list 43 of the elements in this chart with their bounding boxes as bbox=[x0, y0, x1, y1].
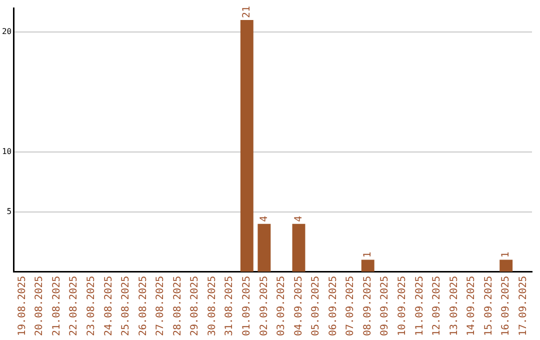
data-label: 4 bbox=[258, 216, 270, 222]
x-tick-label: 26.08.2025 bbox=[138, 276, 149, 336]
y-tick-label: 10 bbox=[2, 146, 12, 156]
x-tick-label: 03.09.2025 bbox=[276, 276, 288, 336]
x-tick-label: 27.08.2025 bbox=[155, 276, 166, 336]
x-tick-label: 06.09.2025 bbox=[328, 276, 339, 336]
data-label: 1 bbox=[500, 252, 512, 258]
bar bbox=[240, 20, 254, 272]
x-tick-label: 16.09.2025 bbox=[500, 276, 512, 336]
x-tick-label: 19.08.2025 bbox=[16, 276, 28, 336]
x-tick-label: 09.09.2025 bbox=[380, 276, 391, 336]
x-tick-label: 21.08.2025 bbox=[51, 276, 62, 336]
x-tick-label: 24.08.2025 bbox=[103, 276, 114, 336]
x-tick-label: 28.08.2025 bbox=[172, 276, 184, 336]
x-tick-label: 05.09.2025 bbox=[310, 276, 322, 336]
bar bbox=[292, 224, 306, 272]
bar bbox=[361, 260, 374, 272]
y-tick-label: 20 bbox=[2, 27, 12, 36]
data-label: 4 bbox=[293, 216, 304, 222]
y-tick-label: 5 bbox=[6, 206, 12, 216]
x-tick-label: 17.09.2025 bbox=[518, 276, 529, 336]
x-tick-label: 10.09.2025 bbox=[397, 276, 408, 336]
data-label: 1 bbox=[362, 252, 374, 258]
bar bbox=[500, 260, 513, 272]
x-tick-label: 31.08.2025 bbox=[224, 276, 236, 336]
x-tick-label: 07.09.2025 bbox=[345, 276, 356, 336]
x-tick-label: 13.09.2025 bbox=[448, 276, 460, 336]
x-tick-label: 02.09.2025 bbox=[258, 276, 270, 336]
x-tick-label: 30.08.2025 bbox=[206, 276, 218, 336]
x-tick-label: 04.09.2025 bbox=[293, 276, 304, 336]
x-tick-label: 23.08.2025 bbox=[86, 276, 97, 336]
x-tick-label: 11.09.2025 bbox=[414, 276, 426, 336]
x-tick-label: 12.09.2025 bbox=[432, 276, 443, 336]
x-tick-label: 20.08.2025 bbox=[34, 276, 46, 336]
data-label: 21 bbox=[241, 6, 252, 18]
x-tick-label: 15.09.2025 bbox=[483, 276, 494, 336]
x-tick-label: 14.09.2025 bbox=[466, 276, 478, 336]
x-tick-label: 08.09.2025 bbox=[362, 276, 374, 336]
x-tick-label: 01.09.2025 bbox=[241, 276, 252, 336]
x-tick-label: 29.08.2025 bbox=[190, 276, 201, 336]
x-tick-label: 25.08.2025 bbox=[120, 276, 132, 336]
bar bbox=[258, 224, 271, 272]
x-tick-label: 22.08.2025 bbox=[68, 276, 80, 336]
